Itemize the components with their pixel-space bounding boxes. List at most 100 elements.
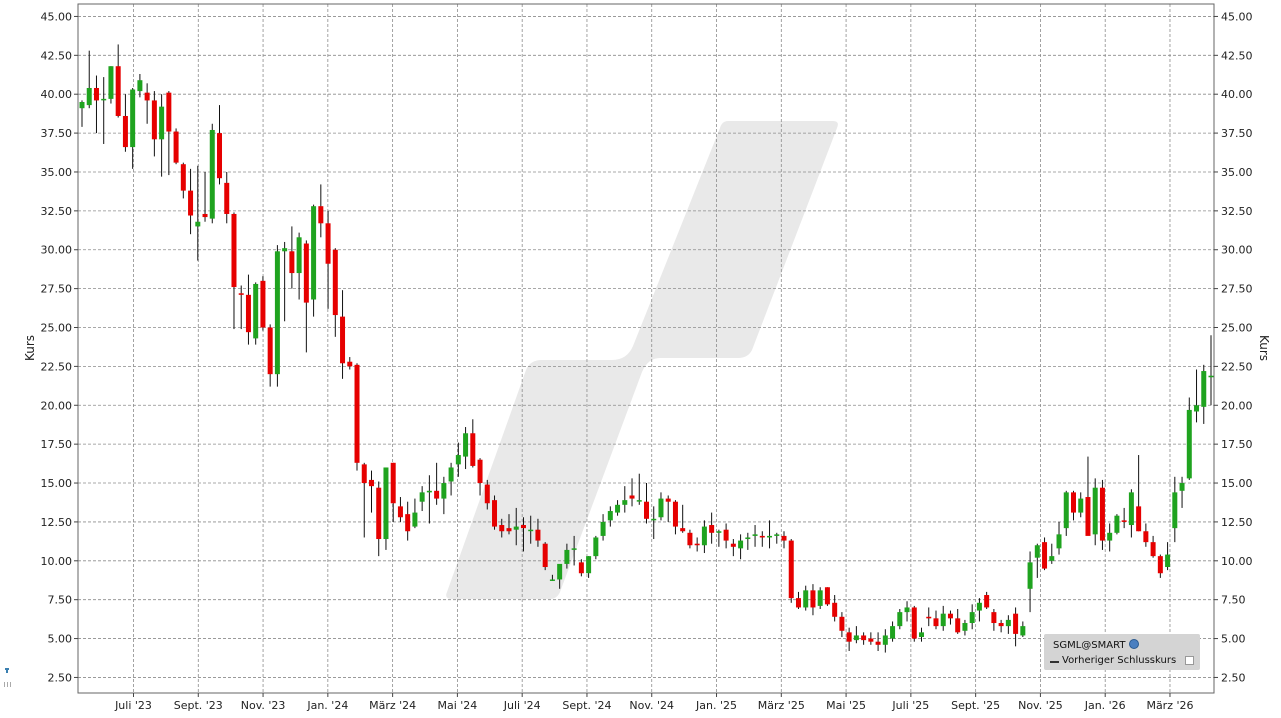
candle[interactable] (781, 531, 787, 549)
candle[interactable] (658, 492, 664, 521)
candle[interactable] (448, 462, 454, 496)
candle[interactable] (441, 476, 447, 515)
candle[interactable] (86, 50, 92, 109)
candle[interactable] (1020, 621, 1026, 638)
candle[interactable] (962, 619, 968, 636)
candle[interactable] (767, 520, 773, 549)
candle[interactable] (1063, 490, 1069, 536)
candle[interactable] (882, 629, 888, 653)
candle[interactable] (245, 274, 251, 345)
candle[interactable] (817, 587, 823, 610)
candle[interactable] (629, 478, 635, 507)
candle[interactable] (303, 240, 309, 353)
candle[interactable] (926, 607, 932, 627)
candle[interactable] (376, 481, 382, 557)
candle[interactable] (868, 632, 874, 645)
candle[interactable] (586, 556, 592, 578)
candlestick-series[interactable] (79, 44, 1214, 653)
candle[interactable] (1179, 476, 1185, 508)
candle[interactable] (1136, 455, 1142, 532)
candle[interactable] (752, 525, 758, 547)
candle[interactable] (361, 462, 367, 538)
chart-legend[interactable]: SGML@SMART Vorheriger Schlusskurs (1044, 634, 1200, 670)
candle[interactable] (774, 532, 780, 544)
candle[interactable] (549, 574, 555, 582)
candle[interactable] (615, 500, 621, 516)
candle[interactable] (788, 539, 794, 603)
candle[interactable] (1114, 514, 1120, 535)
candle[interactable] (1070, 490, 1076, 521)
candle[interactable] (897, 609, 903, 630)
candle[interactable] (723, 523, 729, 549)
candle[interactable] (419, 486, 425, 512)
candle[interactable] (93, 75, 99, 134)
candle[interactable] (332, 248, 338, 337)
candle[interactable] (274, 245, 280, 387)
candle[interactable] (911, 605, 917, 642)
candle[interactable] (890, 621, 896, 642)
candle[interactable] (861, 632, 867, 645)
candle[interactable] (289, 226, 295, 289)
candle[interactable] (636, 473, 642, 505)
candle[interactable] (1172, 476, 1178, 543)
candle[interactable] (347, 357, 353, 370)
candle[interactable] (644, 483, 649, 524)
candle[interactable] (904, 601, 910, 622)
candle[interactable] (846, 627, 852, 652)
candle[interactable] (564, 543, 570, 569)
candle[interactable] (296, 232, 302, 300)
candle[interactable] (224, 171, 230, 224)
candle[interactable] (803, 585, 809, 611)
candle[interactable] (1186, 397, 1192, 480)
candle[interactable] (991, 609, 997, 631)
candle[interactable] (1201, 364, 1207, 424)
candle[interactable] (434, 462, 440, 505)
candle[interactable] (354, 363, 360, 471)
candle[interactable] (166, 91, 172, 176)
candle[interactable] (1092, 478, 1098, 546)
candle[interactable] (701, 520, 707, 554)
candle[interactable] (231, 212, 237, 330)
candle[interactable] (955, 609, 961, 634)
candle[interactable] (137, 73, 143, 98)
candle[interactable] (238, 285, 244, 330)
candle[interactable] (79, 100, 85, 127)
candle[interactable] (260, 276, 266, 331)
candle[interactable] (535, 518, 541, 547)
candle[interactable] (499, 518, 505, 538)
candle[interactable] (484, 479, 490, 510)
candle[interactable] (1208, 335, 1214, 406)
candle[interactable] (839, 612, 845, 638)
candle[interactable] (455, 442, 461, 477)
candle[interactable] (947, 610, 953, 625)
candle[interactable] (984, 591, 990, 610)
candle[interactable] (672, 500, 678, 535)
candle[interactable] (730, 539, 736, 557)
candle[interactable] (267, 324, 273, 387)
candle[interactable] (477, 458, 483, 496)
candle[interactable] (1107, 523, 1113, 552)
candle[interactable] (578, 559, 584, 577)
candle[interactable] (253, 282, 259, 345)
candle[interactable] (1042, 537, 1048, 571)
candle[interactable] (875, 632, 881, 652)
candle[interactable] (998, 619, 1004, 633)
candle[interactable] (694, 537, 700, 552)
candle[interactable] (130, 87, 136, 169)
candle[interactable] (209, 123, 215, 224)
candle[interactable] (745, 532, 751, 550)
candle[interactable] (1143, 523, 1149, 547)
candle[interactable] (318, 184, 324, 238)
candle[interactable] (969, 604, 975, 630)
candle[interactable] (325, 210, 331, 309)
candle[interactable] (426, 475, 432, 524)
candle[interactable] (853, 626, 859, 644)
candle[interactable] (520, 517, 526, 552)
candle[interactable] (282, 241, 288, 322)
candle[interactable] (159, 94, 165, 177)
candle[interactable] (340, 290, 346, 379)
candle[interactable] (144, 83, 150, 124)
candle[interactable] (716, 529, 722, 547)
candle[interactable] (412, 498, 418, 529)
